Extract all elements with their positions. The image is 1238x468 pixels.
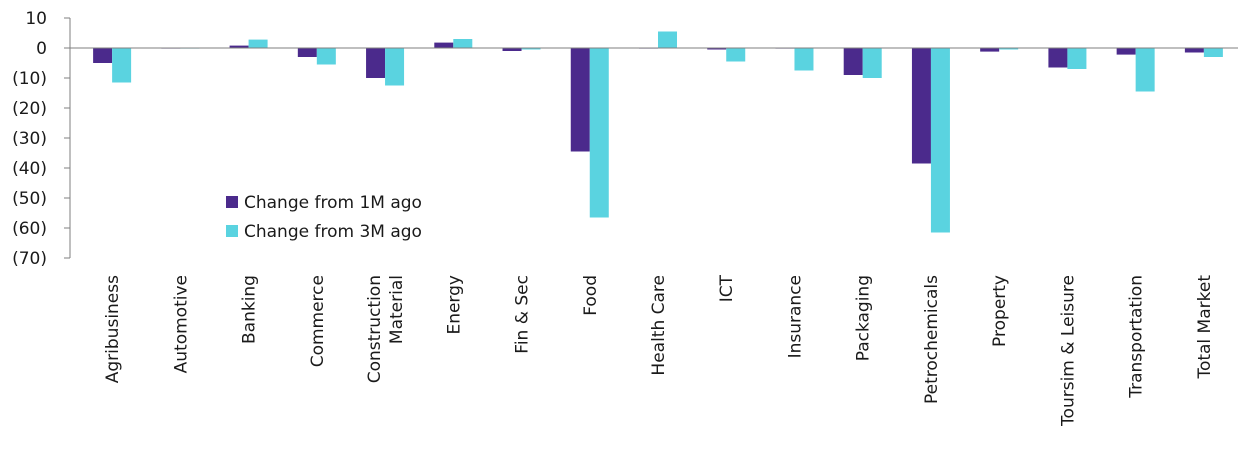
bar-3m (1135, 48, 1155, 92)
y-tick-label: (60) (12, 219, 47, 239)
bar-3m (862, 48, 882, 78)
category-label: Banking (240, 275, 260, 344)
category-label: ICT (717, 274, 737, 302)
y-axis: 10 0 (10) (20) (30) (40) (50) (60) (70) (12, 9, 71, 269)
bar-3m (794, 48, 814, 71)
category-label: Agribusiness (103, 275, 123, 383)
bar-3m (999, 48, 1019, 50)
bar-3m (930, 48, 950, 233)
category-label: Food (581, 275, 601, 316)
category-label: Property (990, 275, 1010, 347)
bar-3m (726, 48, 746, 62)
category-label: Petrochemicals (922, 275, 942, 404)
bar-3m (1067, 48, 1087, 69)
y-tick-label: (20) (12, 99, 47, 119)
category-label: Material (387, 275, 407, 344)
y-tick-label: 10 (25, 9, 47, 29)
bar-1m (297, 48, 317, 57)
bar-1m (1184, 48, 1204, 53)
category-label: Toursim & Leisure (1058, 275, 1078, 427)
y-tick-label: (30) (12, 129, 47, 149)
y-tick-label: (70) (12, 249, 47, 269)
bar-1m (502, 48, 522, 51)
bar-3m (589, 48, 609, 218)
bar-3m (316, 48, 336, 65)
bar-1m (570, 48, 590, 152)
bar-3m (385, 48, 405, 86)
y-tick-label: (10) (12, 69, 47, 89)
bar-3m (112, 48, 132, 83)
legend-swatch-1m (226, 196, 238, 208)
category-label: Insurance (785, 275, 805, 358)
y-tick-label: (40) (12, 159, 47, 179)
bar-3m (521, 48, 541, 50)
y-tick-label: 0 (36, 39, 47, 59)
category-label: Health Care (649, 275, 669, 376)
bar-1m (1116, 48, 1136, 55)
category-label: Packaging (854, 275, 874, 361)
legend-label-3m: Change from 3M ago (244, 222, 422, 242)
legend: Change from 1M ago Change from 3M ago (226, 193, 422, 242)
bar-1m (911, 48, 931, 164)
bar-1m (1048, 48, 1068, 68)
bar-1m (229, 45, 249, 48)
bar-1m (843, 48, 863, 75)
bar-1m (366, 48, 386, 78)
bars (93, 31, 1223, 233)
category-label: Fin & Sec (513, 275, 533, 354)
bar-3m (1203, 48, 1223, 57)
x-axis: Agribusiness Automotive Banking Commerce Con… (103, 274, 1215, 427)
bar-1m (93, 48, 113, 63)
category-label: Total Market (1195, 275, 1215, 380)
legend-label-1m: Change from 1M ago (244, 193, 422, 213)
category-label: Construction (365, 275, 385, 383)
bar-1m (707, 48, 727, 50)
bar-1m (434, 42, 454, 48)
y-tick-label: (50) (12, 189, 47, 209)
category-label: Automotive (171, 275, 191, 373)
category-label: Commerce (308, 275, 328, 367)
category-label: Energy (444, 275, 464, 335)
bar-3m (248, 39, 268, 48)
bar-3m (658, 31, 677, 48)
bar-1m (980, 48, 1000, 52)
bar-3m (453, 39, 473, 48)
category-label: Transportation (1127, 275, 1147, 399)
legend-swatch-3m (226, 225, 238, 237)
